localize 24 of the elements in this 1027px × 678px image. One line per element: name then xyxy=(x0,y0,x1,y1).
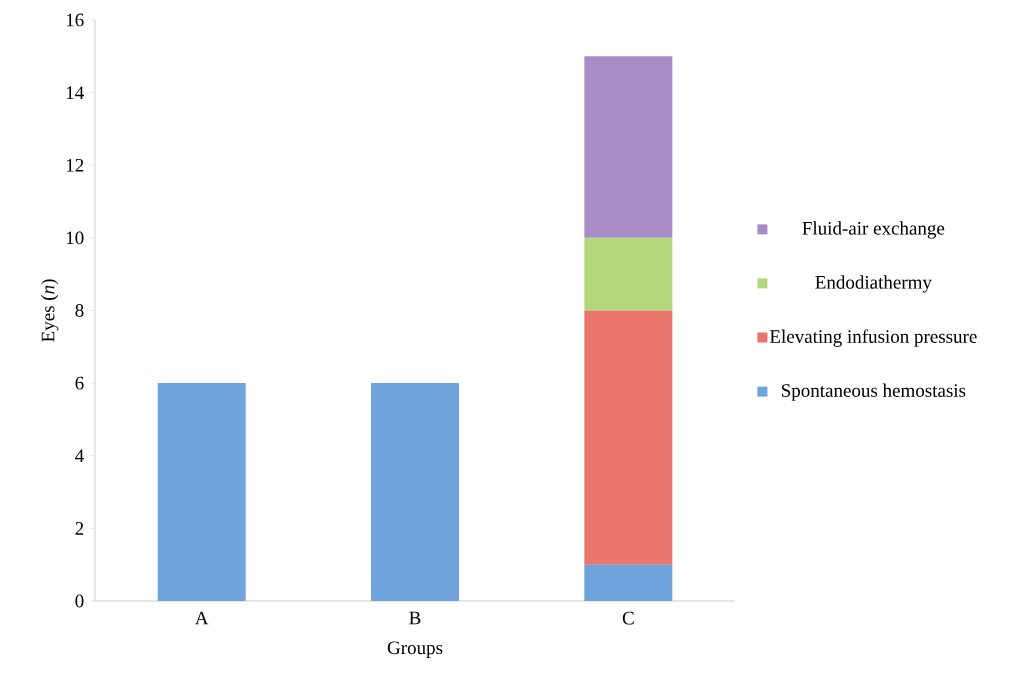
bar xyxy=(371,383,460,601)
y-tick-label: 6 xyxy=(75,376,84,390)
legend-label: Fluid-air exchange xyxy=(802,221,945,239)
bar xyxy=(584,56,673,238)
y-tick-label: 8 xyxy=(75,304,84,317)
y-tick-label: 10 xyxy=(66,231,84,245)
x-tick-label: C xyxy=(622,611,634,625)
bar xyxy=(584,310,673,565)
y-tick-label: 2 xyxy=(75,522,84,535)
y-tick-label: 12 xyxy=(66,158,84,172)
x-axis-title: Groups xyxy=(387,641,443,659)
y-tick-label: 0 xyxy=(75,594,84,608)
legend-label: Elevating infusion pressure xyxy=(769,329,977,347)
y-tick-label: 16 xyxy=(66,13,84,27)
y-tick-label: 14 xyxy=(66,86,84,99)
bar xyxy=(584,237,673,311)
legend-label: Spontaneous hemostasis xyxy=(781,383,966,401)
y-tick-label: 4 xyxy=(75,449,84,462)
text: Endodiathermy xyxy=(815,275,932,293)
x-tick-label: B xyxy=(409,611,421,625)
y-axis-title: Eyes (n) xyxy=(41,279,59,342)
x-tick-label: A xyxy=(195,611,209,625)
bar xyxy=(584,564,673,601)
bar xyxy=(157,383,246,601)
